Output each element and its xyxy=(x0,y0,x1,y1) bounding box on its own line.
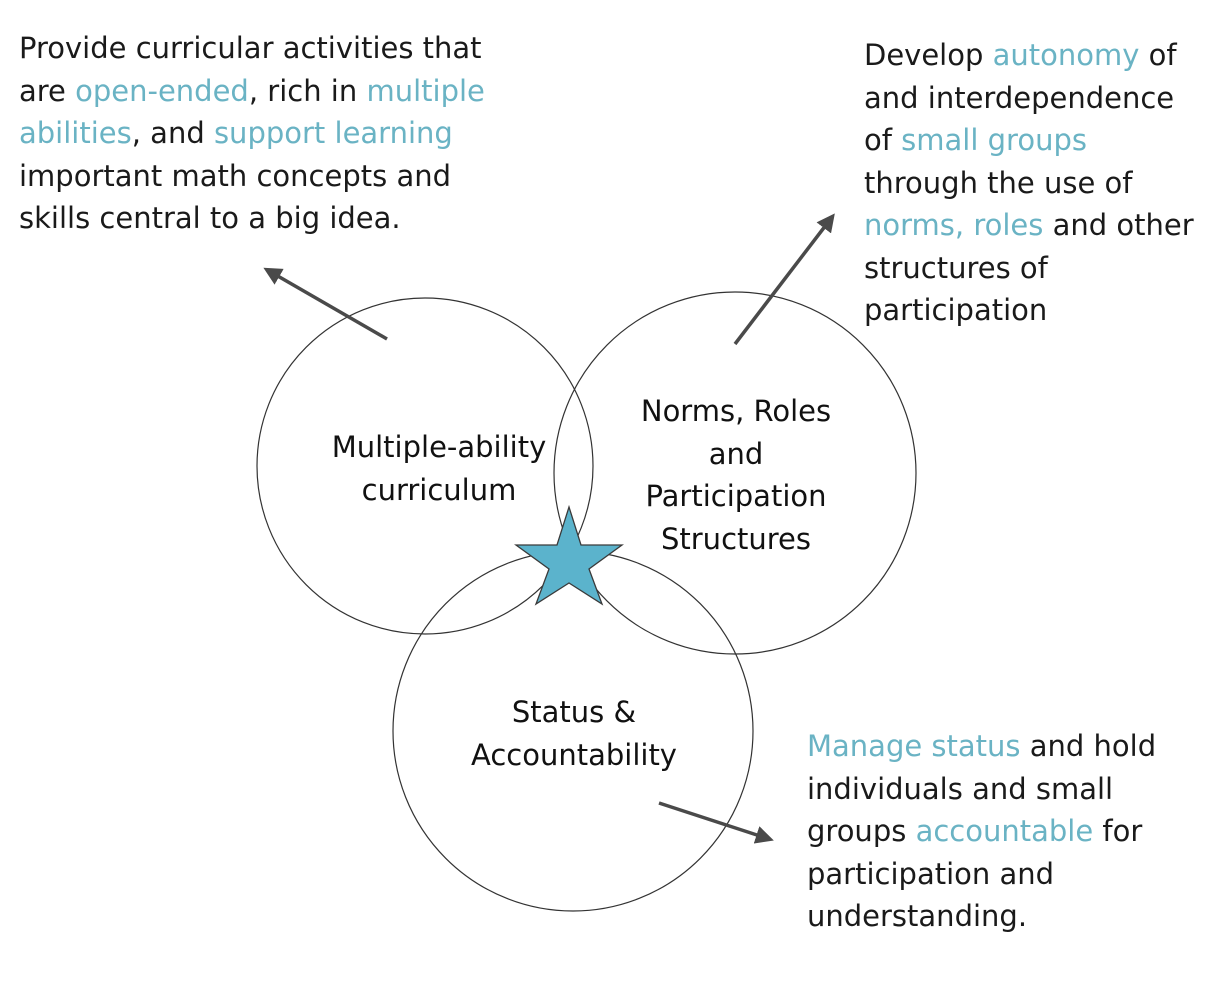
highlight-text: Manage status xyxy=(807,729,1021,763)
text-segment: structures of xyxy=(864,250,1048,285)
arrow-icon-status xyxy=(658,801,774,844)
text-line: understanding. xyxy=(807,895,1156,938)
text-line: are open-ended, rich in multiple xyxy=(19,70,485,113)
text-line: Develop autonomy of xyxy=(864,34,1194,77)
star-icon xyxy=(514,504,624,606)
text-line: abilities, and support learning xyxy=(19,112,485,155)
circle-norms xyxy=(553,291,917,655)
text-line: individuals and small xyxy=(807,768,1156,811)
text-line: important math concepts and xyxy=(19,155,485,198)
highlight-text: small groups xyxy=(901,123,1087,157)
norms-description: Develop autonomy of and interdependence of… xyxy=(864,34,1194,332)
status-description: Manage status and hold individuals and sm… xyxy=(807,725,1156,938)
label-line: and xyxy=(708,436,764,471)
circle-label-norms: Norms, Roles and Participation Structures xyxy=(586,390,886,560)
curriculum-description: Provide curricular activities that are op… xyxy=(19,27,485,240)
text-segment: of xyxy=(1139,38,1177,72)
text-segment: and hold xyxy=(1020,729,1157,763)
text-segment: are xyxy=(19,73,76,108)
text-segment: and other xyxy=(1043,208,1194,242)
label-line: curriculum xyxy=(361,472,517,507)
text-line: participation xyxy=(864,289,1194,332)
text-segment: through the use of xyxy=(864,165,1133,200)
text-segment: Provide curricular activities that xyxy=(19,31,482,65)
text-line: and interdependence xyxy=(864,77,1194,120)
text-segment: important math concepts and xyxy=(19,158,451,193)
highlight-text: support learning xyxy=(213,116,453,150)
text-line: groups accountable for xyxy=(807,810,1156,853)
text-line: of small groups xyxy=(864,119,1194,162)
label-line: Structures xyxy=(660,521,811,556)
label-line: Participation xyxy=(645,479,827,513)
text-line: structures of xyxy=(864,247,1194,290)
text-segment: and interdependence xyxy=(864,80,1175,115)
text-segment: , rich in xyxy=(248,73,367,108)
text-line: through the use of xyxy=(864,162,1194,205)
text-line: Provide curricular activities that xyxy=(19,27,485,70)
text-segment: understanding. xyxy=(807,899,1028,933)
text-segment: individuals and small xyxy=(807,771,1114,806)
circle-label-status: Status & Accountability xyxy=(424,691,724,776)
label-line: Status & xyxy=(511,695,637,729)
highlight-text: open-ended xyxy=(75,73,249,108)
text-line: Manage status and hold xyxy=(807,725,1156,768)
circle-label-curriculum: Multiple-ability curriculum xyxy=(289,426,589,511)
text-segment: , and xyxy=(131,116,214,150)
text-segment: participation and xyxy=(807,856,1055,891)
highlight-text: abilities xyxy=(19,116,132,150)
text-segment: skills central to a big idea. xyxy=(19,201,401,235)
text-segment: Develop xyxy=(864,38,993,72)
text-segment: of xyxy=(864,123,902,157)
circle-curriculum xyxy=(256,297,594,635)
label-line: Multiple-ability xyxy=(331,430,547,464)
label-line: Accountability xyxy=(471,737,677,772)
highlight-text: autonomy xyxy=(992,38,1140,72)
highlight-text: accountable xyxy=(915,814,1094,848)
text-line: skills central to a big idea. xyxy=(19,197,485,240)
text-line: participation and xyxy=(807,853,1156,896)
text-segment: participation xyxy=(864,293,1048,327)
arrow-icon-curriculum xyxy=(263,267,388,341)
text-segment: for xyxy=(1093,814,1143,848)
label-line: Norms, Roles xyxy=(640,394,832,428)
text-line: norms, roles and other xyxy=(864,204,1194,247)
text-segment: groups xyxy=(807,814,916,848)
highlight-text: multiple xyxy=(366,73,485,108)
highlight-text: norms, roles xyxy=(864,208,1044,242)
arrow-icon-norms xyxy=(733,213,835,346)
